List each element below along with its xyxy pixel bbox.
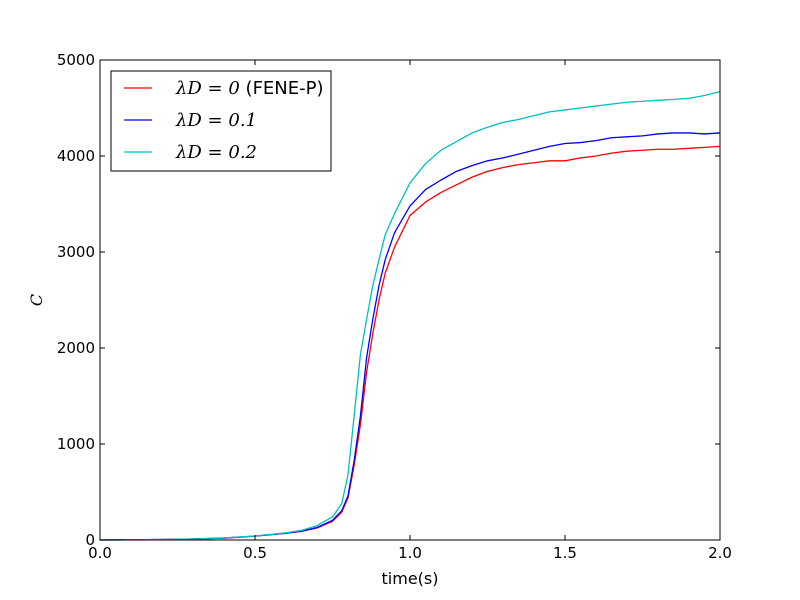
x-tick-label: 2.0 xyxy=(708,544,732,562)
x-tick-label: 1.0 xyxy=(398,544,422,562)
legend-label: λD = 0 (FENE-P) xyxy=(175,78,324,99)
x-tick-label: 1.5 xyxy=(553,544,577,562)
ticks-layer: 0.0 0.5 1.0 1.5 2.0 0 1000 2000 3000 4000 5000 xyxy=(57,51,732,562)
series-layer xyxy=(99,91,721,541)
y-tick-label: 1000 xyxy=(57,435,95,453)
series-line-2 xyxy=(99,132,721,541)
y-tick-label: 4000 xyxy=(57,147,95,165)
series-line-3 xyxy=(99,91,721,541)
y-tick-label: 3000 xyxy=(57,243,95,261)
y-tick-label: 0 xyxy=(85,531,95,549)
x-axis-label: time(s) xyxy=(382,569,439,588)
y-tick-label: 5000 xyxy=(57,51,95,69)
y-tick-label: 2000 xyxy=(57,339,95,357)
legend-label: λD = 0.1 xyxy=(175,110,257,131)
x-tick-label: 0.5 xyxy=(243,544,267,562)
y-axis-label: C xyxy=(27,294,46,306)
x-tick-label: 0.0 xyxy=(88,544,112,562)
legend-label: λD = 0.2 xyxy=(175,142,257,163)
legend: λD = 0 (FENE-P) λD = 0.1 λD = 0.2 xyxy=(110,70,332,172)
